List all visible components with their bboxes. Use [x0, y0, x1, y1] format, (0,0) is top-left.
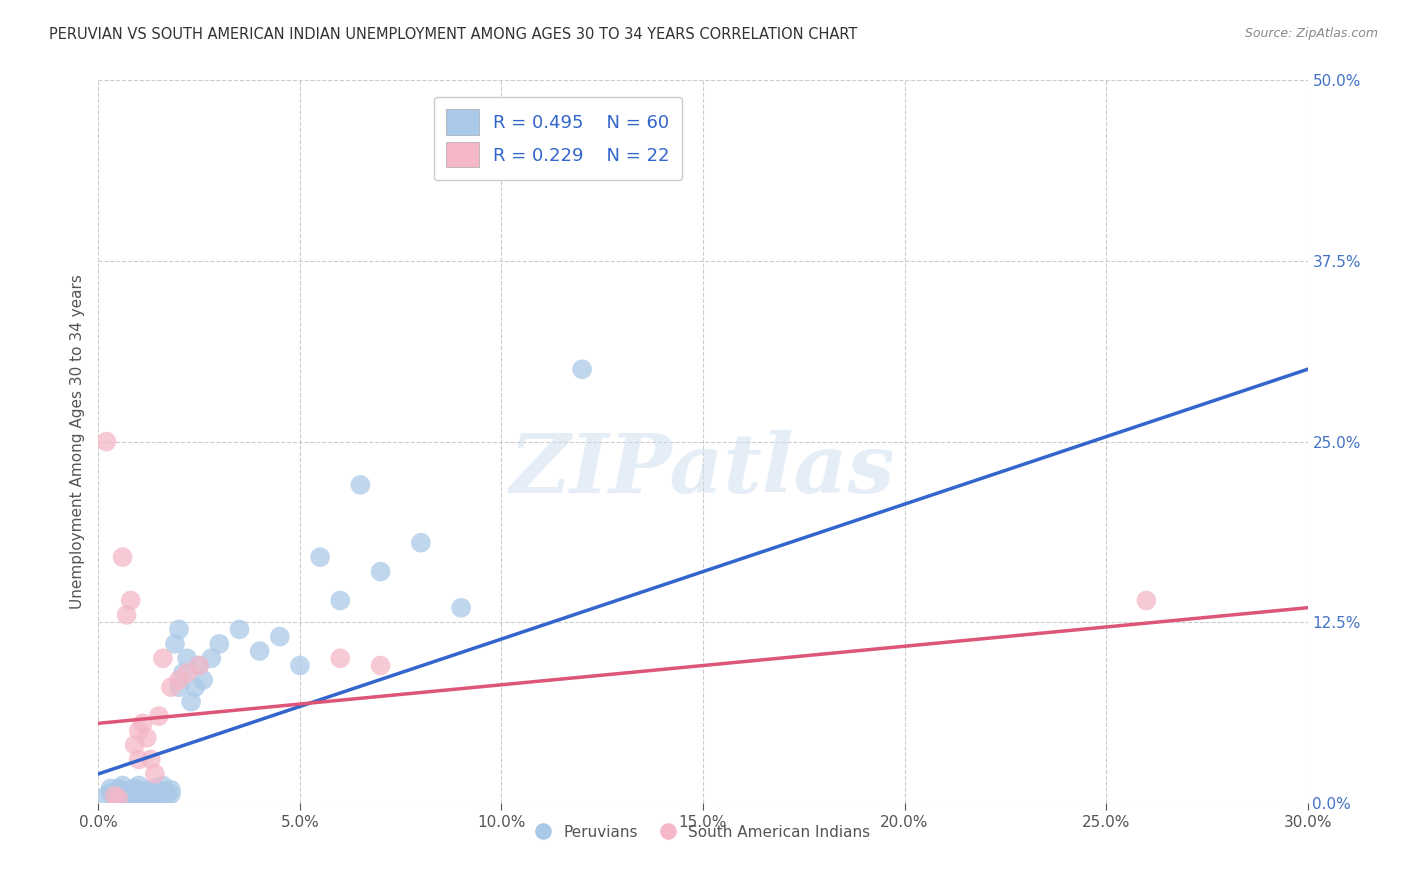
- Point: [152, 784, 174, 798]
- Point: [180, 695, 202, 709]
- Point: [103, 787, 125, 801]
- Point: [107, 789, 129, 803]
- Point: [329, 651, 352, 665]
- Point: [100, 786, 122, 800]
- Point: [103, 789, 125, 803]
- Point: [107, 781, 129, 796]
- Point: [115, 791, 138, 805]
- Point: [120, 787, 142, 801]
- Point: [128, 779, 150, 793]
- Point: [370, 658, 392, 673]
- Point: [115, 789, 138, 803]
- Point: [188, 658, 211, 673]
- Point: [124, 738, 146, 752]
- Point: [188, 658, 211, 673]
- Point: [228, 623, 250, 637]
- Point: [143, 767, 166, 781]
- Point: [115, 784, 138, 798]
- Point: [132, 787, 155, 801]
- Point: [249, 644, 271, 658]
- Point: [139, 752, 162, 766]
- Point: [184, 680, 207, 694]
- Point: [176, 665, 198, 680]
- Point: [135, 786, 157, 800]
- Point: [167, 673, 190, 687]
- Point: [115, 607, 138, 622]
- Point: [193, 673, 215, 687]
- Point: [111, 779, 134, 793]
- Point: [128, 723, 150, 738]
- Point: [288, 658, 311, 673]
- Point: [152, 779, 174, 793]
- Point: [120, 782, 142, 797]
- Point: [120, 790, 142, 805]
- Point: [167, 680, 190, 694]
- Point: [148, 709, 170, 723]
- Point: [124, 786, 146, 800]
- Point: [329, 593, 352, 607]
- Point: [269, 630, 291, 644]
- Point: [100, 781, 122, 796]
- Point: [128, 752, 150, 766]
- Point: [107, 784, 129, 798]
- Point: [96, 434, 118, 449]
- Point: [124, 781, 146, 796]
- Text: PERUVIAN VS SOUTH AMERICAN INDIAN UNEMPLOYMENT AMONG AGES 30 TO 34 YEARS CORRELA: PERUVIAN VS SOUTH AMERICAN INDIAN UNEMPL…: [49, 27, 858, 42]
- Point: [172, 665, 194, 680]
- Point: [143, 787, 166, 801]
- Y-axis label: Unemployment Among Ages 30 to 34 years: Unemployment Among Ages 30 to 34 years: [69, 274, 84, 609]
- Point: [571, 362, 593, 376]
- Point: [111, 790, 134, 805]
- Point: [148, 786, 170, 800]
- Point: [1135, 593, 1157, 607]
- Point: [120, 593, 142, 607]
- Point: [96, 789, 118, 803]
- Point: [176, 651, 198, 665]
- Point: [491, 131, 513, 145]
- Point: [132, 716, 155, 731]
- Point: [139, 789, 162, 803]
- Point: [135, 782, 157, 797]
- Point: [107, 791, 129, 805]
- Point: [160, 782, 183, 797]
- Point: [370, 565, 392, 579]
- Point: [208, 637, 231, 651]
- Point: [128, 789, 150, 803]
- Point: [450, 600, 472, 615]
- Point: [156, 789, 179, 803]
- Point: [135, 731, 157, 745]
- Point: [200, 651, 222, 665]
- Point: [128, 784, 150, 798]
- Point: [111, 786, 134, 800]
- Point: [139, 784, 162, 798]
- Point: [152, 651, 174, 665]
- Point: [160, 680, 183, 694]
- Point: [349, 478, 371, 492]
- Point: [309, 550, 332, 565]
- Text: Source: ZipAtlas.com: Source: ZipAtlas.com: [1244, 27, 1378, 40]
- Point: [167, 623, 190, 637]
- Point: [163, 637, 186, 651]
- Point: [132, 791, 155, 805]
- Point: [160, 787, 183, 801]
- Point: [111, 550, 134, 565]
- Point: [143, 781, 166, 796]
- Point: [148, 791, 170, 805]
- Text: ZIPatlas: ZIPatlas: [510, 431, 896, 510]
- Point: [103, 791, 125, 805]
- Point: [409, 535, 432, 549]
- Legend: Peruvians, South American Indians: Peruvians, South American Indians: [530, 819, 876, 846]
